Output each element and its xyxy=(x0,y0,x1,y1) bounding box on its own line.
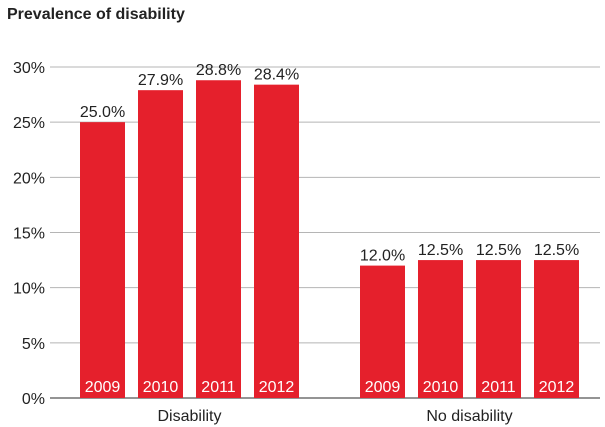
bar xyxy=(418,260,463,398)
y-tick-label: 30% xyxy=(13,60,45,77)
data-label: 12.5% xyxy=(418,242,463,259)
y-tick-label: 0% xyxy=(22,391,45,408)
bar-year-label: 2011 xyxy=(201,379,236,396)
bar xyxy=(196,80,241,399)
y-tick-label: 15% xyxy=(13,226,45,243)
data-label: 12.5% xyxy=(476,242,521,259)
y-tick-label: 25% xyxy=(13,115,45,132)
data-label: 25.0% xyxy=(80,104,125,121)
y-tick-label: 20% xyxy=(13,170,45,187)
chart-title: Prevalence of disability xyxy=(7,6,185,23)
data-label: 12.0% xyxy=(360,248,405,265)
bar-year-label: 2009 xyxy=(365,379,401,396)
bar-year-label: 2011 xyxy=(481,379,516,396)
x-category-label: No disability xyxy=(426,408,512,425)
bar-year-label: 2009 xyxy=(85,379,121,396)
x-category-label: Disability xyxy=(157,408,221,425)
bar xyxy=(138,90,183,399)
data-label: 28.8% xyxy=(196,62,241,79)
data-label: 12.5% xyxy=(534,242,579,259)
labels: 25.0% 2009 27.9% 2010 28.8% 2011 28.4% 2012 Disa… xyxy=(80,62,579,425)
bar xyxy=(534,260,579,398)
y-tick-label: 5% xyxy=(22,336,45,353)
data-label: 28.4% xyxy=(254,67,299,84)
bar xyxy=(80,122,125,399)
bar-year-label: 2010 xyxy=(143,379,179,396)
bar-year-label: 2012 xyxy=(259,379,295,396)
bar-year-label: 2012 xyxy=(539,379,575,396)
bar-year-label: 2010 xyxy=(423,379,459,396)
bars xyxy=(80,80,579,399)
data-label: 27.9% xyxy=(138,72,183,89)
bar xyxy=(476,260,521,398)
bar xyxy=(360,265,405,398)
bar xyxy=(254,84,299,399)
y-axis-ticks: 0% 5% 10% 15% 20% 25% 30% xyxy=(13,60,45,408)
y-tick-label: 10% xyxy=(13,281,45,298)
